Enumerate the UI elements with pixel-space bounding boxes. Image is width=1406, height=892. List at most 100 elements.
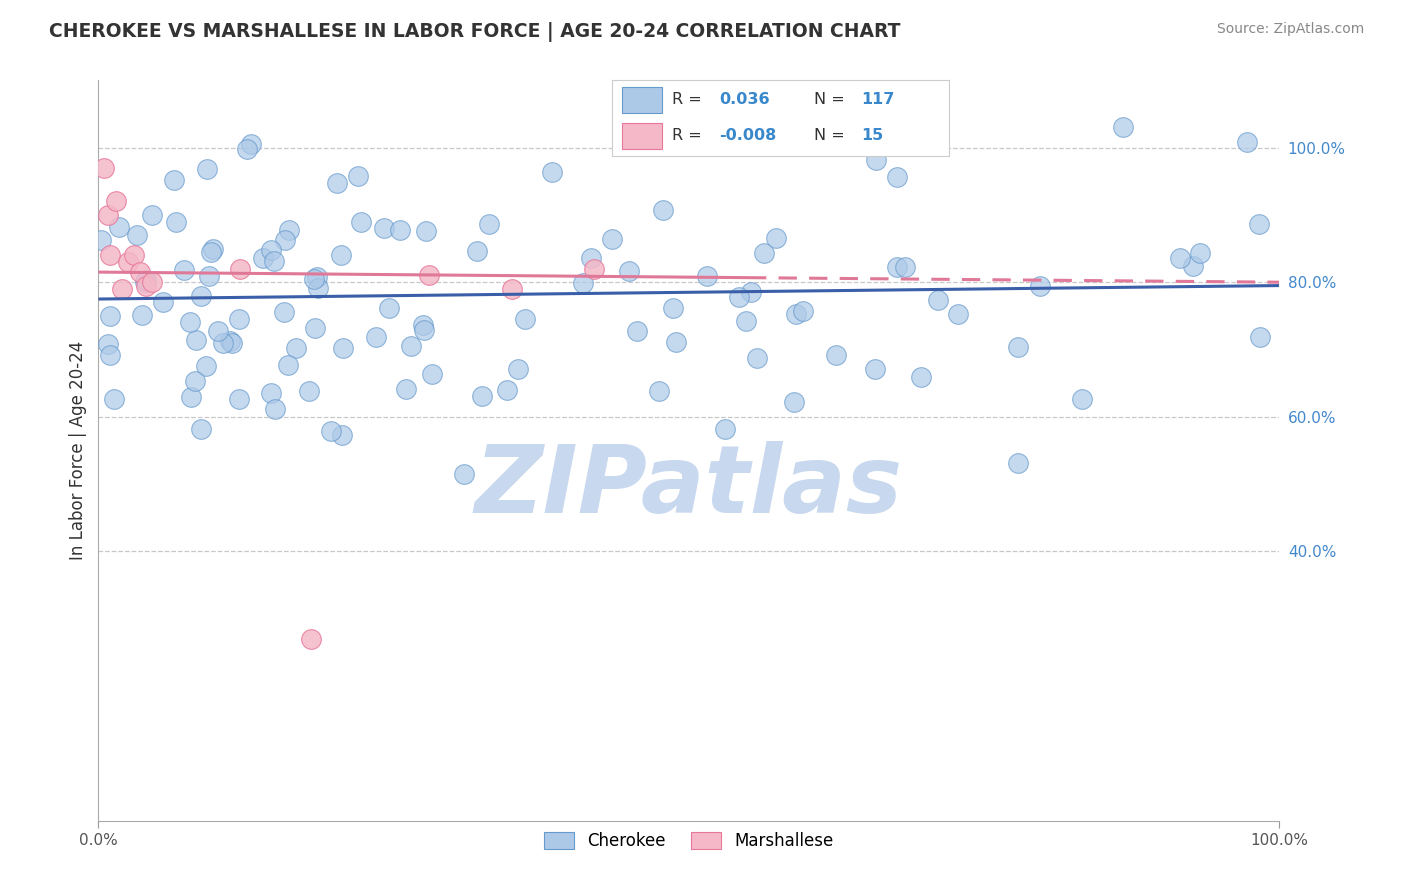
Point: [1182, 259, 1205, 273]
Point: [420, 367, 443, 381]
Point: [927, 293, 949, 308]
Point: [347, 169, 370, 183]
Point: [111, 282, 134, 296]
Point: [388, 223, 411, 237]
Point: [467, 244, 489, 259]
Point: [97, 208, 120, 222]
Point: [1007, 340, 1029, 354]
Point: [617, 264, 640, 278]
Point: [152, 295, 174, 310]
FancyBboxPatch shape: [621, 87, 662, 113]
Point: [651, 203, 673, 218]
Point: [264, 401, 287, 416]
Point: [579, 251, 602, 265]
Point: [117, 255, 139, 269]
Point: [307, 280, 329, 294]
Point: [728, 289, 751, 303]
Point: [865, 362, 887, 376]
Point: [1007, 456, 1029, 470]
Legend: Cherokee, Marshallese: Cherokee, Marshallese: [537, 825, 841, 856]
Point: [260, 385, 283, 400]
Point: [735, 313, 758, 327]
Point: [626, 324, 648, 338]
Point: [212, 336, 235, 351]
Point: [128, 265, 150, 279]
Point: [298, 384, 321, 399]
Point: [252, 252, 274, 266]
Point: [415, 224, 437, 238]
Point: [218, 334, 240, 348]
Point: [184, 374, 207, 388]
Point: [332, 428, 354, 442]
Point: [478, 217, 501, 231]
Y-axis label: In Labor Force | Age 20-24: In Labor Force | Age 20-24: [69, 341, 87, 560]
Point: [105, 194, 128, 209]
Point: [194, 359, 217, 373]
Point: [1168, 252, 1191, 266]
Text: N =: N =: [814, 93, 851, 108]
Point: [785, 307, 807, 321]
Point: [946, 307, 969, 321]
Point: [228, 392, 250, 406]
Text: 0.036: 0.036: [720, 93, 770, 108]
Text: N =: N =: [814, 128, 851, 143]
Point: [263, 253, 285, 268]
Point: [418, 268, 440, 283]
Point: [98, 348, 121, 362]
Point: [165, 215, 187, 229]
Point: [583, 261, 606, 276]
Point: [98, 248, 121, 262]
Point: [332, 341, 354, 355]
Point: [1112, 120, 1135, 135]
Point: [540, 165, 562, 179]
Point: [501, 282, 523, 296]
Point: [471, 389, 494, 403]
Point: [412, 318, 434, 332]
Point: [284, 341, 307, 355]
Point: [648, 384, 671, 398]
Point: [825, 348, 848, 362]
Point: [713, 422, 735, 436]
Point: [894, 260, 917, 274]
Point: [600, 232, 623, 246]
Text: 15: 15: [862, 128, 883, 143]
Point: [661, 301, 683, 315]
Point: [304, 321, 326, 335]
Point: [910, 370, 932, 384]
Point: [198, 268, 221, 283]
Point: [783, 394, 806, 409]
Point: [97, 336, 120, 351]
Point: [378, 301, 401, 316]
Point: [1028, 279, 1050, 293]
Point: [221, 335, 243, 350]
Point: [260, 244, 283, 258]
Point: [329, 248, 352, 262]
Text: 117: 117: [862, 93, 894, 108]
Point: [515, 311, 537, 326]
Point: [413, 323, 436, 337]
Point: [108, 220, 131, 235]
Point: [886, 260, 908, 275]
Point: [399, 339, 422, 353]
Point: [740, 285, 762, 300]
Point: [173, 263, 195, 277]
Point: [200, 245, 222, 260]
Point: [307, 269, 329, 284]
Point: [186, 333, 208, 347]
Point: [624, 137, 647, 152]
Point: [229, 261, 252, 276]
Point: [717, 120, 740, 135]
Point: [103, 392, 125, 406]
Point: [752, 246, 775, 260]
Point: [886, 169, 908, 184]
Point: [141, 275, 163, 289]
Point: [669, 134, 692, 148]
Point: [277, 358, 299, 372]
Point: [792, 304, 814, 318]
Point: [239, 136, 262, 151]
Text: Source: ZipAtlas.com: Source: ZipAtlas.com: [1216, 22, 1364, 37]
Point: [1236, 135, 1258, 149]
Point: [141, 208, 163, 222]
Text: R =: R =: [672, 93, 707, 108]
Point: [274, 233, 297, 247]
